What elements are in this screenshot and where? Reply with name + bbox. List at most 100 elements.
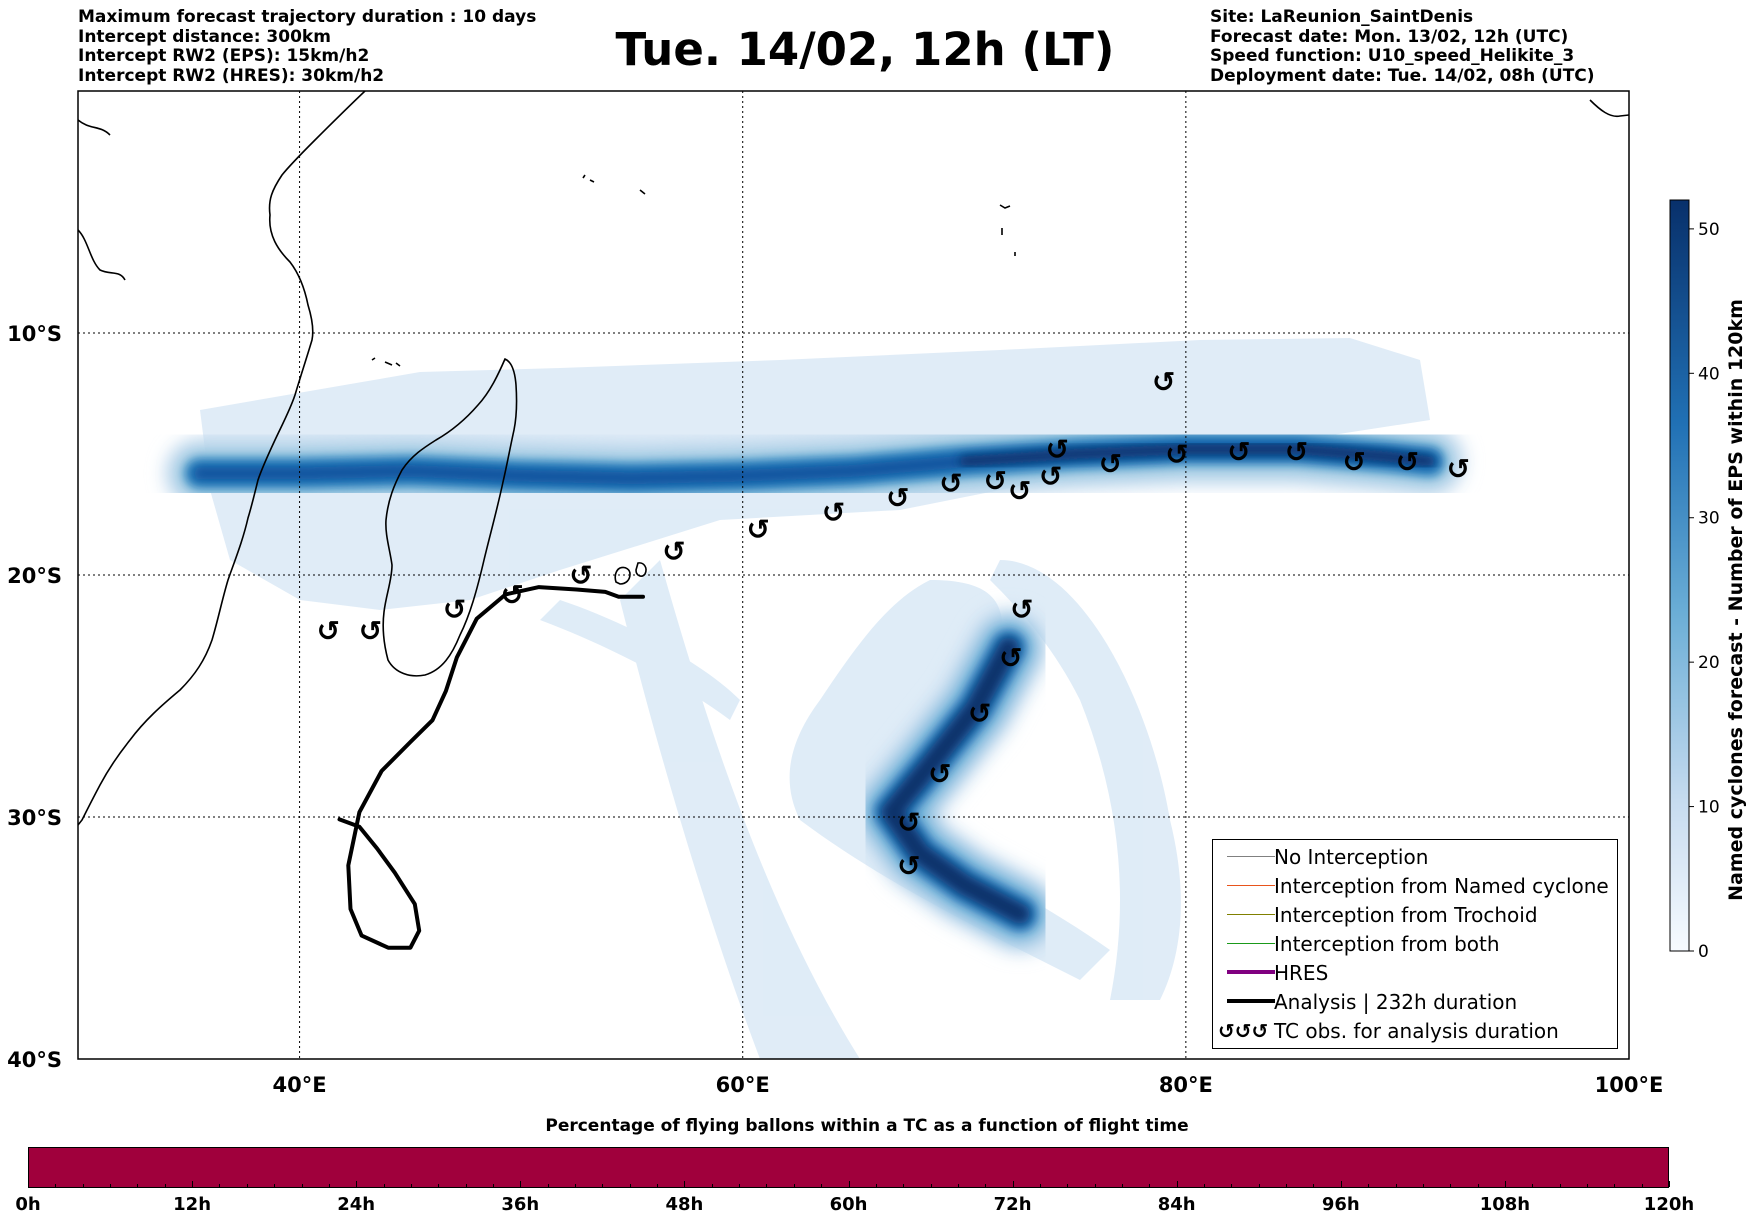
time-bar-tick [1450, 1184, 1452, 1187]
legend-item-analysis: Analysis | 232h duration [1213, 987, 1617, 1016]
time-bar-tick [246, 1184, 248, 1187]
mauritius-outline [635, 562, 647, 577]
time-bar-tick [1149, 1184, 1151, 1187]
legend-label: Interception from both [1274, 932, 1500, 956]
legend-line [1227, 943, 1275, 944]
time-bar-tick [438, 1184, 440, 1187]
time-bar-tick [1286, 1184, 1288, 1187]
time-bar-tick [55, 1184, 57, 1187]
info-line: Site: LaReunion_SaintDenis [1210, 7, 1474, 27]
longitude-labels: 40°E 60°E 80°E 100°E [273, 1073, 1664, 1097]
time-bar-tick [328, 1184, 330, 1187]
info-line: Intercept RW2 (EPS): 15km/h2 [78, 46, 370, 66]
time-bar-tick [410, 1184, 412, 1187]
time-bar-tick [739, 1184, 741, 1187]
time-bar-tick [164, 1184, 166, 1187]
time-bar-tick [1395, 1184, 1397, 1187]
cyclone-symbol-icon: ↺↺↺ [1218, 1019, 1269, 1043]
coastlines [78, 91, 1629, 826]
time-bar-label: 24h [337, 1194, 376, 1215]
chagos [999, 204, 1016, 256]
info-line: Forecast date: Mon. 13/02, 12h (UTC) [1210, 26, 1569, 47]
time-bar-tick [1313, 1184, 1315, 1187]
time-bar-label: 120h [1643, 1194, 1695, 1215]
map-grid [78, 91, 1629, 1059]
cyclone-obs-icon: ↺ [662, 535, 685, 568]
time-bar-label: 84h [1157, 1194, 1196, 1215]
time-bar-tick [1586, 1184, 1588, 1187]
map-title: Tue. 14/02, 12h (LT) [615, 23, 1115, 76]
legend-line [1227, 856, 1275, 857]
cyclone-obs-icon: ↺ [1165, 438, 1188, 471]
analysis-trajectory [337, 585, 645, 950]
time-bar-tick [930, 1184, 932, 1187]
time-bar-tick [1231, 1184, 1233, 1187]
latitude-label: 40°S [7, 1048, 62, 1072]
info-line: Speed function: U10_speed_Helikite_3 [1210, 46, 1575, 66]
time-bar-tick [492, 1184, 494, 1187]
cyclone-obs-icon: ↺ [897, 806, 920, 839]
time-bar-tick [903, 1184, 905, 1187]
cyclone-obs-icon: ↺ [999, 641, 1022, 674]
time-bar-tick [875, 1184, 877, 1187]
cyclone-obs-icon: ↺ [886, 482, 909, 515]
cyclone-obs-icon: ↺ [501, 578, 524, 611]
colorbar-tick-label: 30 [1698, 509, 1720, 529]
colorbar-label: Named cyclones forecast - Number of EPS … [1725, 299, 1747, 901]
cyclone-obs-icon: ↺ [1099, 448, 1122, 481]
legend-item-hres: HRES [1213, 958, 1617, 987]
time-bar-tick [28, 1181, 29, 1187]
time-bar-tick [1477, 1184, 1479, 1187]
time-bar-tick [1258, 1184, 1260, 1187]
info-line: Intercept distance: 300km [78, 26, 331, 47]
density-band [881, 637, 1030, 924]
time-bar-tick [1340, 1181, 1342, 1187]
cyclone-obs-icon: ↺ [1046, 433, 1069, 466]
time-bar-tick [1641, 1184, 1643, 1187]
legend-label: No Interception [1274, 845, 1429, 869]
longitude-label: 60°E [716, 1073, 770, 1097]
time-bar-label: 60h [829, 1194, 868, 1215]
madagascar-coastline [382, 357, 518, 677]
time-bar-tick [602, 1184, 604, 1187]
java-edge [1589, 99, 1629, 118]
time-bar-tick [1669, 1181, 1670, 1187]
time-bar-tick [657, 1184, 659, 1187]
cyclone-obs-icon: ↺ [1227, 436, 1250, 469]
cyclone-obs-icon: ↺ [984, 465, 1007, 498]
cyclone-obs-icon: ↺ [1343, 445, 1366, 478]
ensemble-density-second-track [852, 608, 1059, 953]
cyclone-obs-icon: ↺ [1396, 445, 1419, 478]
arabia-edge [78, 119, 126, 281]
time-bar-tick [1422, 1184, 1424, 1187]
time-bar [28, 1147, 1670, 1188]
time-bar-tick [629, 1184, 631, 1187]
legend-line [1227, 970, 1275, 974]
colorbar-tick-label: 40 [1698, 364, 1720, 384]
time-bar-tick [1012, 1181, 1014, 1187]
time-bar-label: 48h [665, 1194, 704, 1215]
cyclone-obs-icon: ↺ [1039, 460, 1062, 493]
cyclone-obs-icon: ↺ [897, 849, 920, 882]
longitude-label: 40°E [273, 1073, 327, 1097]
cyclone-obs-icon: ↺ [928, 757, 951, 790]
time-bar-tick [274, 1184, 276, 1187]
time-bar-tick [1532, 1184, 1534, 1187]
legend-line [1227, 885, 1275, 886]
colorbar [1669, 199, 1690, 952]
time-bar-tick [520, 1181, 522, 1187]
time-bar-tick [1094, 1184, 1096, 1187]
map-frame [77, 90, 1630, 1060]
time-bar-tick [766, 1184, 768, 1187]
legend-label: HRES [1274, 961, 1329, 985]
seychelles [582, 174, 646, 195]
legend-item-trochoid: Interception from Trochoid [1213, 900, 1617, 929]
time-bar-tick [957, 1184, 959, 1187]
comoros [371, 357, 401, 367]
time-bar-tick [356, 1181, 358, 1187]
legend-label: Interception from Trochoid [1274, 903, 1538, 927]
latitude-label: 30°S [7, 806, 62, 830]
forecast-settings: Site: LaReunion_SaintDenis Forecast date… [1210, 7, 1595, 86]
legend-item-no-interception: No Interception [1213, 842, 1617, 871]
